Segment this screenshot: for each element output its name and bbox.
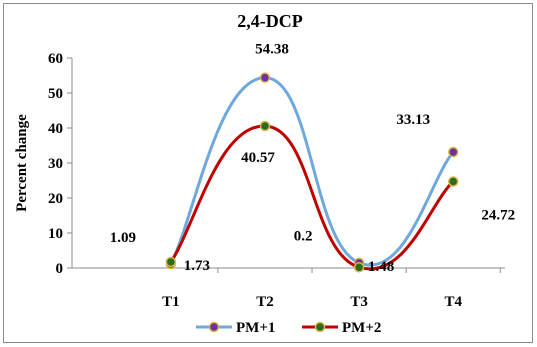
legend: PM+1 PM+2 bbox=[196, 320, 381, 336]
legend-label-2: PM+2 bbox=[342, 320, 381, 336]
legend-marker-1 bbox=[208, 321, 220, 333]
data-label: 1.09 bbox=[110, 230, 136, 246]
x-tick-label: T3 bbox=[350, 294, 368, 310]
y-tick-label: 40 bbox=[48, 121, 63, 137]
data-point bbox=[447, 176, 459, 187]
y-tick-label: 10 bbox=[48, 226, 63, 242]
y-tick-label: 50 bbox=[48, 86, 63, 102]
series-layer bbox=[165, 72, 459, 273]
y-tick-label: 20 bbox=[48, 191, 63, 207]
data-label: 0.2 bbox=[294, 228, 313, 244]
data-label: 1.73 bbox=[184, 258, 210, 274]
y-axis-label: Percent change bbox=[14, 114, 30, 212]
data-label: 54.38 bbox=[255, 42, 289, 58]
data-point bbox=[447, 146, 459, 158]
legend-marker-2 bbox=[314, 321, 326, 333]
data-label: 33.13 bbox=[396, 112, 430, 128]
axes: 0 10 20 30 40 50 60 T1 T2 T3 T4 bbox=[48, 51, 505, 310]
data-label: 40.57 bbox=[241, 150, 275, 166]
data-point bbox=[165, 256, 177, 268]
data-label: 1.48 bbox=[368, 259, 394, 275]
chart-title: 2,4-DCP bbox=[237, 11, 303, 31]
y-tick-label: 60 bbox=[48, 51, 63, 67]
y-tick-label: 30 bbox=[48, 156, 63, 172]
series-line-1 bbox=[169, 76, 455, 267]
series-line-2 bbox=[169, 124, 455, 271]
data-point bbox=[353, 262, 365, 273]
data-label: 24.72 bbox=[481, 207, 515, 223]
data-labels: 1.09 54.38 1.48 33.13 1.73 40.57 0.2 24.72 bbox=[110, 42, 515, 275]
y-tick-label: 0 bbox=[56, 261, 64, 277]
x-tick-label: T1 bbox=[162, 294, 180, 310]
chart-frame bbox=[3, 3, 533, 343]
x-tick-label: T4 bbox=[444, 294, 462, 310]
data-point bbox=[259, 72, 271, 83]
x-tick-label: T2 bbox=[256, 294, 274, 310]
legend-label-1: PM+1 bbox=[236, 320, 275, 336]
data-point bbox=[259, 120, 271, 132]
